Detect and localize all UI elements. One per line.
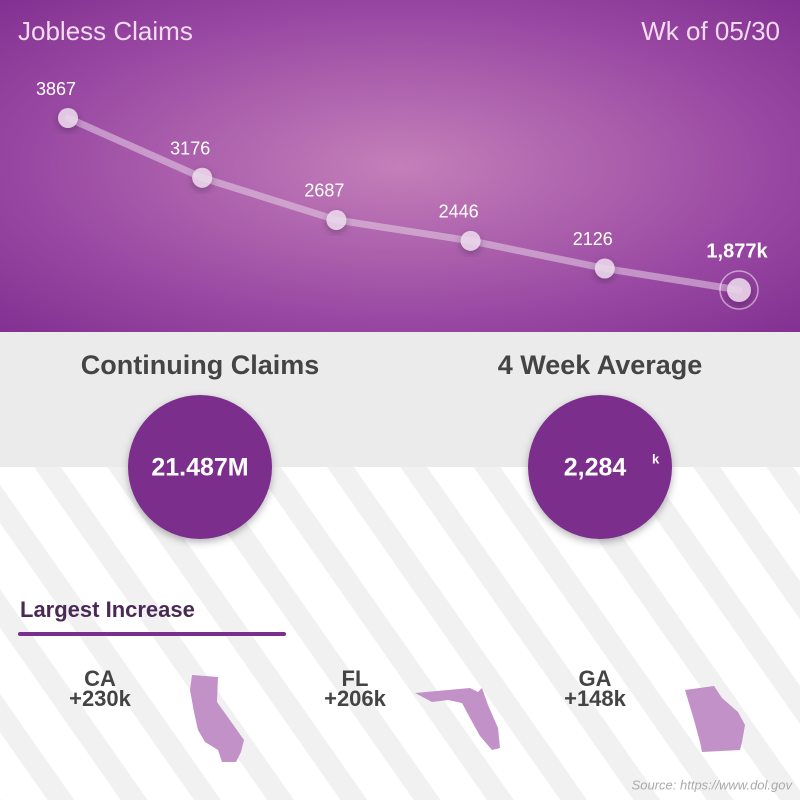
data-label: 3867 [36, 79, 76, 99]
state-change: +148k [564, 686, 627, 711]
point [460, 230, 481, 251]
stat-unit: k [652, 451, 660, 466]
state-code: CA [84, 666, 116, 691]
state-code: GA [579, 666, 612, 691]
stat-label: Continuing Claims [81, 350, 320, 380]
data-label: 1,877k [706, 240, 768, 262]
data-label: 2126 [573, 229, 613, 249]
stat-circle [128, 395, 272, 539]
source: Source: https://www.dol.gov [632, 777, 794, 792]
stat-value: 2,284 [564, 454, 627, 482]
stat-label: 4 Week Average [498, 350, 703, 380]
state-change: +230k [69, 686, 132, 711]
state-code: FL [342, 666, 369, 691]
point [594, 258, 615, 279]
state-shape-ca [190, 675, 244, 762]
line-chart: 3867 3176 2687 2446 2126 1,877k [36, 79, 768, 310]
point [192, 167, 213, 188]
point [326, 209, 347, 230]
state-shape-ga [685, 686, 745, 752]
state-shape-fl [415, 688, 500, 750]
data-label: 2687 [304, 181, 344, 201]
point-halo [719, 270, 759, 310]
section-title: Largest Increase [20, 597, 195, 622]
data-label: 3176 [170, 138, 210, 158]
stat-value: 21.487M [151, 454, 248, 482]
data-label: 2446 [439, 202, 479, 222]
state-change: +206k [324, 686, 387, 711]
point [727, 278, 751, 302]
point [58, 108, 78, 128]
chart-subtitle: Wk of 05/30 [641, 16, 780, 46]
section-underline [18, 632, 286, 636]
stat-circle [528, 395, 672, 539]
line [64, 114, 743, 294]
chart-title: Jobless Claims [18, 16, 193, 46]
